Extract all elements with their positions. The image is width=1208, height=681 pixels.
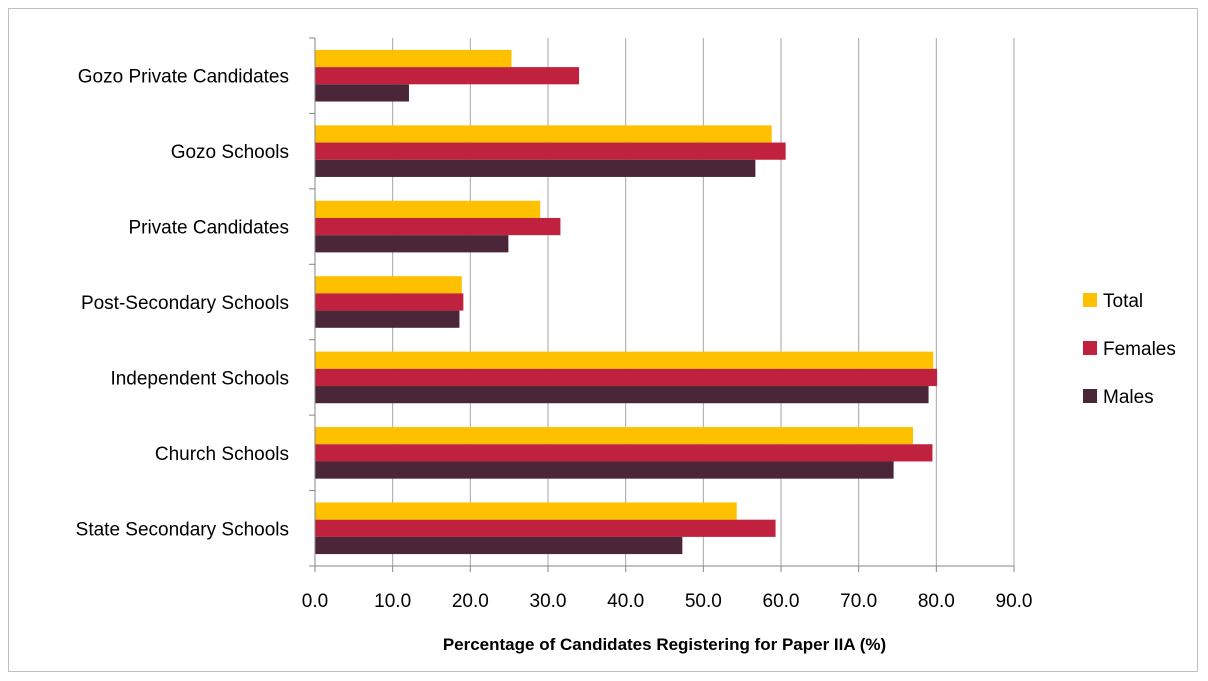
bar-total <box>315 49 512 68</box>
x-tick-label: 40.0 <box>607 591 644 612</box>
bar-total <box>315 200 541 218</box>
category-label: State Secondary Schools <box>76 519 289 540</box>
x-tick-label: 70.0 <box>840 591 877 612</box>
legend-swatch-total <box>1083 293 1097 307</box>
x-tick-label: 80.0 <box>918 591 955 612</box>
category-label: Church Schools <box>155 444 289 465</box>
bar-females <box>315 217 561 236</box>
bar-total <box>315 351 934 369</box>
bar-males <box>315 386 929 404</box>
category-label: Post-Secondary Schools <box>81 293 289 314</box>
bar-males <box>315 235 509 253</box>
legend: Total Females Males <box>1083 291 1176 408</box>
tick-labels: 0.0 10.0 20.0 30.0 40.0 50.0 60.0 70.0 80.0 90.0 <box>302 591 1033 612</box>
bar-females <box>315 368 938 387</box>
bar-females <box>315 293 464 311</box>
legend-swatch-males <box>1083 389 1097 403</box>
category-label: Gozo Private Candidates <box>78 67 289 88</box>
category-labels: State Secondary Schools Church Schools Ind… <box>76 67 289 541</box>
bars <box>315 49 938 555</box>
bar-females <box>315 519 776 537</box>
legend-swatch-females <box>1083 341 1097 355</box>
x-axis-title: Percentage of Candidates Registering for… <box>443 635 886 654</box>
bar-females <box>315 444 933 462</box>
x-tick-label: 50.0 <box>685 591 722 612</box>
gridlines <box>392 38 1015 566</box>
chart-frame <box>8 8 1198 672</box>
x-tick-label: 0.0 <box>302 591 328 612</box>
legend-label-total: Total <box>1103 291 1143 312</box>
legend-label-females: Females <box>1103 339 1176 360</box>
bar-males <box>315 84 409 102</box>
x-tick-label: 90.0 <box>996 591 1033 612</box>
axes <box>309 37 1015 572</box>
legend-label-males: Males <box>1103 387 1154 408</box>
category-label: Independent Schools <box>110 368 289 389</box>
bar-total <box>315 502 737 520</box>
x-tick-label: 20.0 <box>452 591 489 612</box>
x-tick-label: 30.0 <box>530 591 567 612</box>
bar-females <box>315 142 786 160</box>
x-tick-label: 60.0 <box>763 591 800 612</box>
bar-total <box>315 125 772 143</box>
bar-males <box>315 461 894 479</box>
category-label: Private Candidates <box>128 218 289 239</box>
bar-females <box>315 67 580 85</box>
x-tick-label: 10.0 <box>374 591 411 612</box>
bar-males <box>315 159 756 177</box>
bar-total <box>315 427 914 445</box>
category-label: Gozo Schools <box>171 142 289 163</box>
bar-total <box>315 276 462 294</box>
bar-males <box>315 536 683 555</box>
bar-males <box>315 310 460 328</box>
